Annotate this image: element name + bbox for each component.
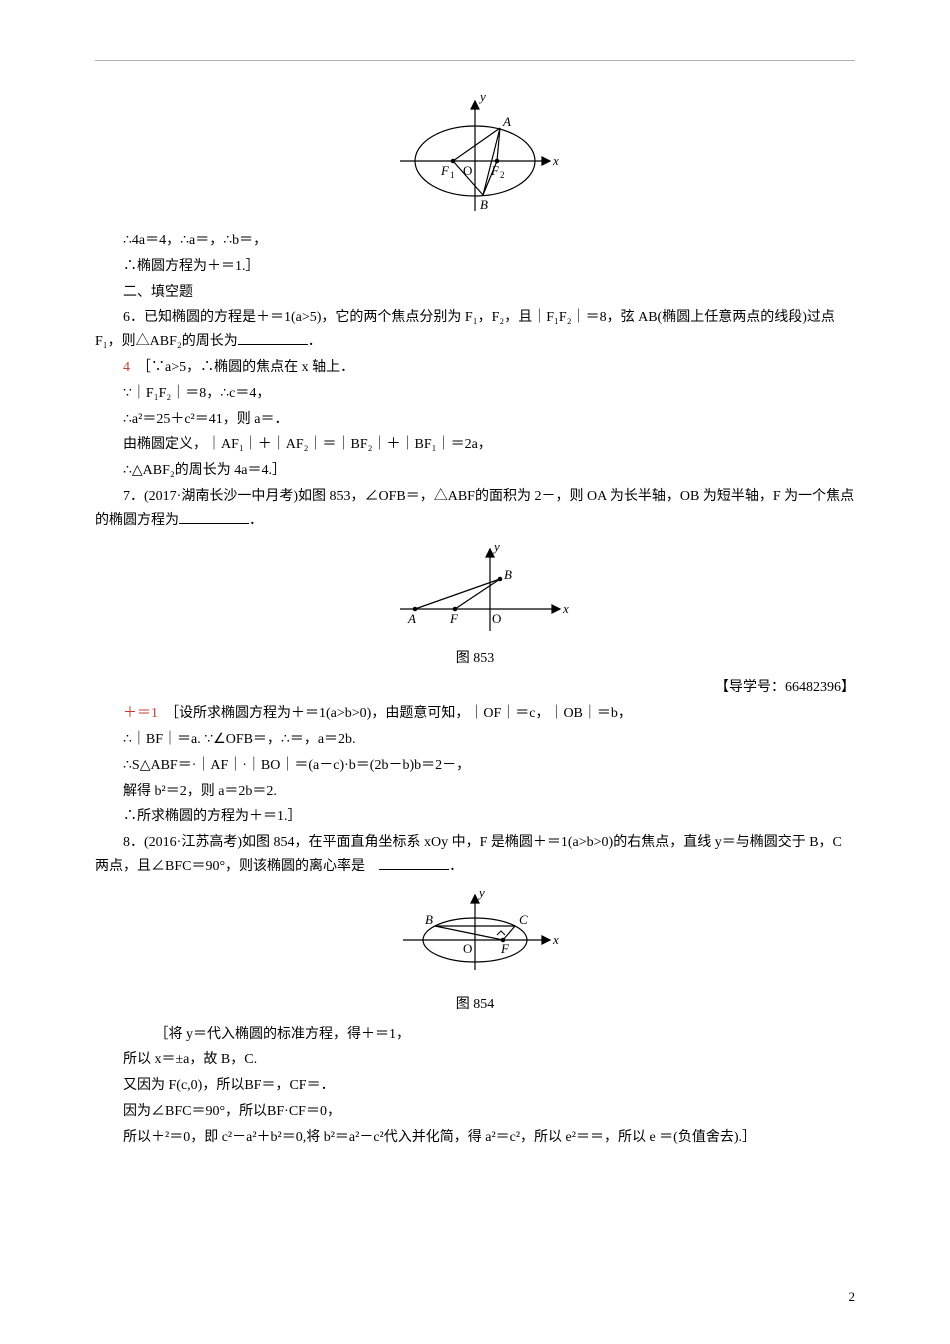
svg-text:x: x bbox=[552, 153, 559, 168]
q7-a2: ∴｜BF｜＝a. ∵∠OFB＝，∴＝，a＝2b. bbox=[95, 728, 855, 752]
page-number: 2 bbox=[849, 1286, 856, 1308]
q8-a1: ［将 y＝代入椭圆的标准方程，得＋＝1， bbox=[155, 1027, 411, 1042]
q8-a4: 因为∠BFC＝90°，所以BF·CF＝0， bbox=[95, 1100, 855, 1124]
fig3-caption: 图 8­5­4 bbox=[95, 993, 855, 1017]
q8-text: 8．(2016·江苏高考)如图 8­5­4，在平面直角坐标系 xOy 中，F 是… bbox=[95, 835, 842, 874]
q8-a5: 所以＋²＝0，即 c²－a²＋b²＝0,将 b²＝a²－c²代入并化简，得 a²… bbox=[95, 1126, 855, 1150]
q6-a2: ∵｜F₁F₂｜＝8，∴c＝4， bbox=[95, 382, 855, 406]
q8-a2: 所以 x＝±a，故 B，C. bbox=[95, 1048, 855, 1072]
figure-1: y x A B F1 F2 O bbox=[385, 91, 565, 221]
q7-head: 7．(2017·湖南长沙一中月考)如图 8­5­3，∠OFB＝，△ABF的面积为… bbox=[95, 485, 855, 533]
q6-ans-num: 4 bbox=[123, 360, 144, 375]
svg-text:C: C bbox=[519, 912, 528, 927]
q7-a1: ［设所求椭圆方程为＋＝1(a>b>0)，由题意可知，｜OF｜＝c，｜OB｜＝b， bbox=[172, 706, 632, 721]
q8-a1-pre: ［将 y＝代入椭圆的标准方程，得＋＝1， bbox=[95, 1023, 855, 1047]
q7-ans-num: ＋＝1 bbox=[123, 706, 172, 721]
fig2-caption: 图 8­5­3 bbox=[95, 647, 855, 671]
svg-text:A: A bbox=[407, 611, 416, 626]
top-rule bbox=[95, 60, 855, 61]
q6-a5: ∴△ABF₂的周长为 4a＝4.］ bbox=[95, 459, 855, 483]
q7-blank bbox=[179, 509, 249, 524]
q6-a4: 由椭圆定义，｜AF₁｜＋｜AF₂｜＝｜BF₂｜＋｜BF₁｜＝2a， bbox=[95, 433, 855, 457]
q8-head: 8．(2016·江苏高考)如图 8­5­4，在平面直角坐标系 xOy 中，F 是… bbox=[95, 831, 855, 879]
q7-a5: ∴所求椭圆的方程为＋＝1.］ bbox=[95, 805, 855, 829]
svg-text:y: y bbox=[492, 539, 500, 554]
figure-3: y x B C F O bbox=[385, 885, 565, 985]
q7-a3: ∴S△ABF＝·｜AF｜·｜BO｜＝(a－c)·b＝(2b－b)b＝2－， bbox=[95, 754, 855, 778]
line-a: ∴4a＝4，∴a＝，∴b＝， bbox=[95, 229, 855, 253]
page-container: y x A B F1 F2 O ∴4a＝4，∴a＝，∴b＝， ∴椭圆方程为＋＝1… bbox=[0, 0, 950, 1344]
svg-text:2: 2 bbox=[500, 170, 505, 180]
svg-text:y: y bbox=[477, 885, 485, 900]
svg-text:F: F bbox=[500, 941, 510, 956]
q6-text: 6．已知椭圆的方程是＋＝1(a>5)，它的两个焦点分别为 F₁，F₂，且｜F₁F… bbox=[95, 310, 835, 349]
q8-blank bbox=[379, 855, 449, 870]
section-2-title: 二、填空题 bbox=[95, 281, 855, 305]
svg-text:O: O bbox=[463, 941, 472, 956]
svg-text:B: B bbox=[425, 912, 433, 927]
q6-head: 6．已知椭圆的方程是＋＝1(a>5)，它的两个焦点分别为 F₁，F₂，且｜F₁F… bbox=[95, 306, 855, 354]
svg-text:y: y bbox=[478, 91, 486, 104]
q6-a3: ∴a²＝25＋c²＝41，则 a＝． bbox=[95, 408, 855, 432]
svg-text:O: O bbox=[492, 611, 501, 626]
svg-text:B: B bbox=[504, 567, 512, 582]
svg-text:A: A bbox=[502, 114, 511, 129]
q7-a4: 解得 b²＝2，则 a＝2b＝2. bbox=[95, 780, 855, 804]
figure-2: y x A F B O bbox=[380, 539, 570, 639]
q7-ans1: ＋＝1 ［设所求椭圆方程为＋＝1(a>b>0)，由题意可知，｜OF｜＝c，｜OB… bbox=[95, 702, 855, 726]
svg-text:O: O bbox=[463, 163, 472, 178]
q6-blank bbox=[238, 330, 308, 345]
svg-text:1: 1 bbox=[450, 170, 455, 180]
q6-ans1: 4 ［∵a>5，∴椭圆的焦点在 x 轴上． bbox=[95, 356, 855, 380]
svg-text:F: F bbox=[440, 163, 450, 178]
svg-text:F: F bbox=[490, 163, 500, 178]
svg-text:x: x bbox=[562, 601, 569, 616]
svg-text:x: x bbox=[552, 932, 559, 947]
q6-a1: ［∵a>5，∴椭圆的焦点在 x 轴上． bbox=[144, 360, 354, 375]
q8-a3: 又因为 F(c,0)，所以BF＝，CF＝． bbox=[95, 1074, 855, 1098]
q7-guide: 【导学号：66482396】 bbox=[95, 676, 855, 700]
svg-text:F: F bbox=[449, 611, 459, 626]
svg-text:B: B bbox=[480, 197, 488, 212]
line-b: ∴椭圆方程为＋＝1.］ bbox=[95, 255, 855, 279]
